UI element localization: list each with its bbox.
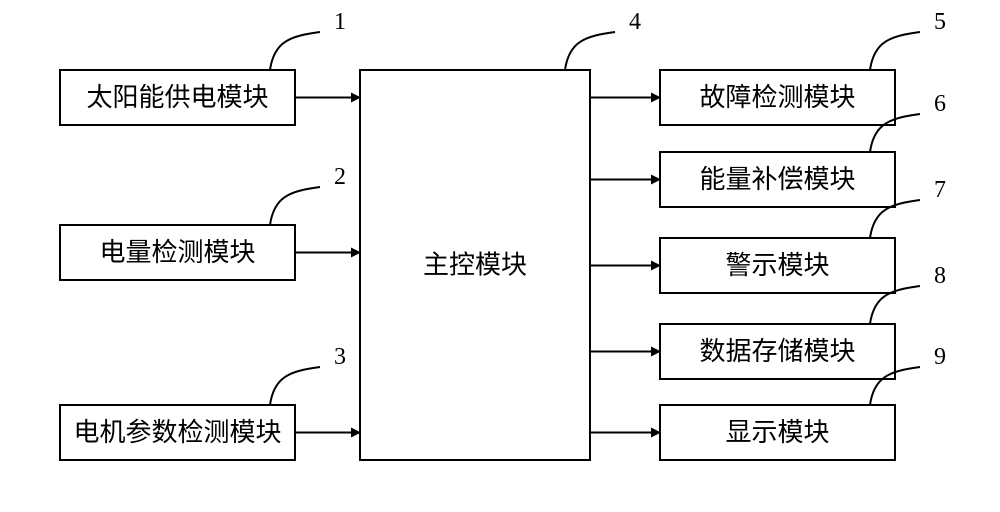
node-n8-number: 8: [934, 263, 946, 289]
node-n4-callout: [565, 32, 615, 70]
node-n3-label: 电机参数检测模块: [73, 418, 281, 447]
node-n1-number: 1: [334, 9, 346, 35]
node-n7-number: 7: [934, 177, 946, 203]
node-n9-label: 显示模块: [725, 418, 829, 447]
node-n3-callout: [270, 367, 320, 405]
node-n3-number: 3: [334, 344, 346, 370]
node-n2-label: 电量检测模块: [99, 238, 255, 267]
node-n6-label: 能量补偿模块: [699, 165, 855, 194]
node-n8-label: 数据存储模块: [699, 337, 855, 366]
node-n1-label: 太阳能供电模块: [86, 83, 268, 112]
node-n5-callout: [870, 32, 920, 70]
node-n5-label: 故障检测模块: [699, 83, 855, 112]
node-n2: 电量检测模块 2: [60, 164, 346, 280]
node-n4-label: 主控模块: [423, 251, 527, 280]
node-n1-callout: [270, 32, 320, 70]
node-n9-number: 9: [934, 344, 946, 370]
node-n2-number: 2: [334, 164, 346, 190]
node-n2-callout: [270, 187, 320, 225]
node-n4: 主控模块 4: [360, 9, 641, 460]
node-n5: 故障检测模块 5: [660, 9, 946, 125]
node-layer: 太阳能供电模块 1 电量检测模块 2 电机参数检测模块 3 主控模块 4 故障检测模块 5 能量补偿…: [60, 9, 946, 460]
node-n1: 太阳能供电模块 1: [60, 9, 346, 125]
node-n3: 电机参数检测模块 3: [60, 344, 346, 460]
node-n4-number: 4: [629, 9, 641, 35]
node-n6-number: 6: [934, 91, 946, 117]
node-n5-number: 5: [934, 9, 946, 35]
node-n7-label: 警示模块: [725, 251, 829, 280]
